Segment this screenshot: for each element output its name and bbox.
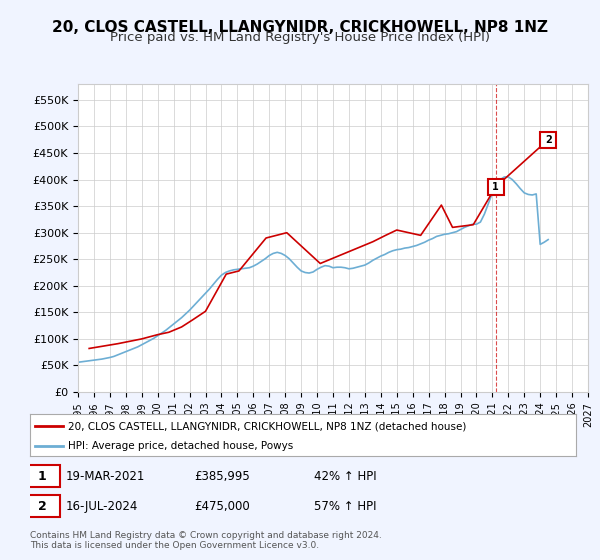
Text: 16-JUL-2024: 16-JUL-2024	[65, 500, 138, 513]
Text: 19-MAR-2021: 19-MAR-2021	[65, 470, 145, 483]
Text: Contains HM Land Registry data © Crown copyright and database right 2024.
This d: Contains HM Land Registry data © Crown c…	[30, 530, 382, 550]
Text: Price paid vs. HM Land Registry's House Price Index (HPI): Price paid vs. HM Land Registry's House …	[110, 31, 490, 44]
Text: 2: 2	[38, 500, 47, 513]
Text: 20, CLOS CASTELL, LLANGYNIDR, CRICKHOWELL, NP8 1NZ: 20, CLOS CASTELL, LLANGYNIDR, CRICKHOWEL…	[52, 20, 548, 35]
Text: 20, CLOS CASTELL, LLANGYNIDR, CRICKHOWELL, NP8 1NZ (detached house): 20, CLOS CASTELL, LLANGYNIDR, CRICKHOWEL…	[68, 421, 467, 431]
Text: 1: 1	[38, 470, 47, 483]
Text: 1: 1	[492, 182, 499, 192]
FancyBboxPatch shape	[25, 496, 60, 517]
Text: £475,000: £475,000	[194, 500, 250, 513]
Text: HPI: Average price, detached house, Powys: HPI: Average price, detached house, Powy…	[68, 441, 293, 451]
FancyBboxPatch shape	[25, 465, 60, 487]
Text: 42% ↑ HPI: 42% ↑ HPI	[314, 470, 377, 483]
Text: 57% ↑ HPI: 57% ↑ HPI	[314, 500, 376, 513]
Text: 2: 2	[545, 135, 551, 144]
Text: £385,995: £385,995	[194, 470, 250, 483]
